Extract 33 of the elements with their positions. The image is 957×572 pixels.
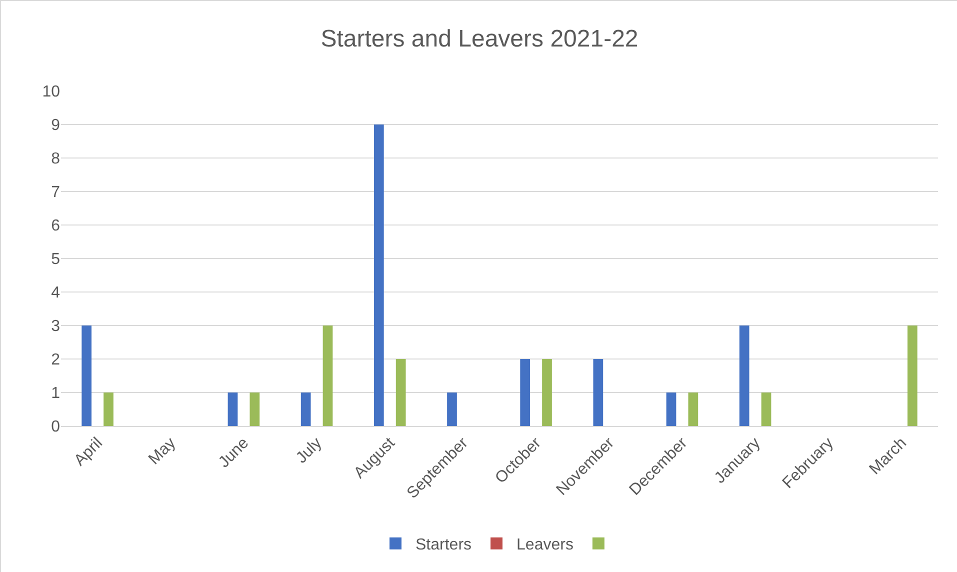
bar: [761, 392, 772, 426]
y-tick-label: 10: [42, 84, 60, 101]
bar: [82, 326, 92, 426]
y-tick-label: 6: [51, 218, 60, 235]
y-tick-label: 3: [51, 318, 60, 336]
chart-title: Starters and Leavers 2021-22: [320, 25, 638, 52]
bar: [666, 392, 676, 426]
x-tick-label: May: [146, 434, 180, 468]
legend-label: Starters: [416, 536, 472, 554]
bar: [396, 359, 406, 426]
bar: [907, 326, 918, 426]
bar: [374, 124, 384, 426]
bar: [688, 392, 698, 426]
bar: [593, 359, 604, 426]
bar: [520, 359, 530, 426]
bar: [104, 392, 114, 426]
bar: [250, 392, 260, 426]
bar: [739, 326, 750, 426]
y-tick-label: 8: [51, 150, 60, 168]
bar: [447, 392, 457, 426]
y-tick-label: 1: [51, 385, 60, 402]
y-tick-label: 9: [51, 117, 60, 134]
bar: [322, 326, 333, 426]
y-tick-label: 5: [51, 251, 60, 268]
bar: [542, 359, 552, 426]
legend-label: Leavers: [516, 536, 574, 554]
y-tick-label: 7: [51, 184, 60, 202]
bar: [228, 392, 238, 426]
y-tick-label: 0: [51, 418, 60, 436]
bar: [300, 392, 311, 426]
y-tick-label: 4: [51, 284, 60, 302]
x-tick-label: July: [293, 434, 326, 467]
y-tick-label: 2: [51, 352, 60, 369]
